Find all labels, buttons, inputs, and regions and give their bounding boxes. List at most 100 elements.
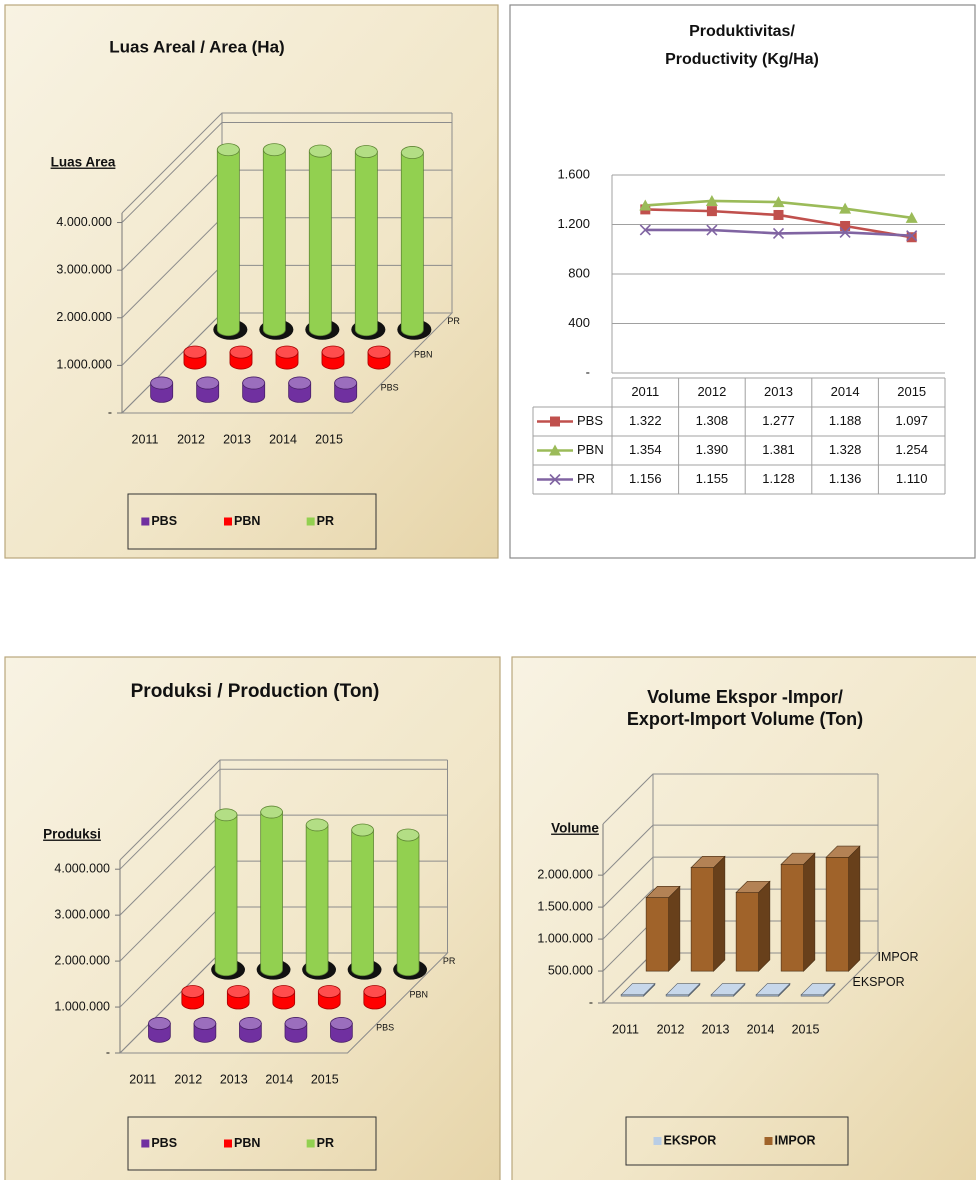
legend-label: PBS [151, 1136, 177, 1150]
bar-top [735, 880, 771, 893]
bar [183, 345, 207, 370]
bar [288, 376, 312, 403]
bar-top [216, 143, 240, 157]
chart-panel [4, 4, 499, 559]
bar [367, 345, 391, 370]
point [773, 209, 784, 220]
bar-top [620, 983, 656, 996]
y-axis-title: Volume [551, 821, 599, 836]
depth-label: EKSPOR [853, 975, 905, 989]
table-value: 1.128 [762, 471, 795, 486]
depth-label: PBN [414, 349, 433, 359]
x-tick-label: 2012 [177, 432, 205, 446]
bar [226, 985, 250, 1010]
depth-label: IMPOR [878, 950, 919, 964]
y-tick-label: 3.000.000 [54, 907, 110, 921]
bar [229, 345, 253, 370]
y-tick-label: 800 [568, 265, 590, 280]
table-value: 1.188 [829, 413, 862, 428]
y-tick-label: - [586, 364, 590, 379]
x-tick-label: 2014 [831, 384, 860, 399]
bar-top [262, 143, 286, 157]
point [705, 194, 718, 206]
y-axis-title: Luas Area [51, 155, 116, 170]
point [839, 202, 852, 214]
y-tick-label: 3.000.000 [56, 262, 112, 276]
y-tick-label: 500.000 [548, 963, 593, 977]
x-tick-label: 2015 [311, 1072, 339, 1086]
bar-top [780, 852, 816, 865]
x-tick-label: 2013 [223, 432, 251, 446]
y-tick-label: 1.200 [557, 216, 590, 231]
bar-top [645, 886, 681, 898]
table-value: 1.155 [696, 471, 729, 486]
x-tick-label: 2011 [612, 1022, 639, 1036]
bar [347, 823, 382, 980]
bar-top [317, 985, 341, 998]
bar [351, 145, 386, 340]
bar [272, 985, 296, 1010]
legend-label: EKSPOR [664, 1133, 717, 1147]
bar [710, 982, 746, 997]
bar-body [354, 151, 378, 337]
x-tick-label: 2013 [764, 384, 793, 399]
legend-swatch [306, 517, 315, 526]
x-tick-label: 2013 [220, 1072, 248, 1086]
bar-top [825, 845, 861, 858]
bar-front [780, 864, 804, 972]
legend-swatch [141, 1139, 150, 1148]
bar-top [351, 823, 374, 837]
depth-label: PBN [410, 989, 429, 999]
bar [275, 345, 299, 370]
bar-top [260, 805, 283, 819]
y-tick-label: 4.000.000 [56, 215, 112, 229]
bar [196, 376, 220, 403]
legend-box [127, 1116, 377, 1171]
legend-label: PBN [234, 1136, 260, 1150]
bar [213, 143, 248, 340]
bar-body [396, 834, 420, 977]
point [905, 211, 918, 223]
bar [148, 1017, 171, 1043]
chart-title: Produksi / Production (Ton) [131, 681, 380, 702]
chart-title: Produktivitas/ [689, 23, 795, 40]
chart-title: Export-Import Volume (Ton) [627, 709, 863, 729]
table-value: 1.097 [895, 413, 928, 428]
x-tick-label: 2014 [265, 1072, 293, 1086]
bar-top [275, 345, 299, 359]
x-tick-label: 2013 [702, 1022, 730, 1036]
y-axis-title: Produksi [43, 827, 101, 842]
bar [755, 982, 791, 997]
legend-marker [549, 444, 561, 456]
chart-title: Luas Areal / Area (Ha) [109, 37, 284, 56]
bar-front [690, 867, 714, 972]
chart-panel [509, 4, 976, 559]
x-tick-label: 2015 [792, 1022, 820, 1036]
bar-top [239, 1017, 262, 1030]
bar-body [400, 152, 424, 337]
bar [780, 852, 816, 972]
legend-swatch [764, 1137, 773, 1145]
table-value: 1.308 [696, 413, 729, 428]
bar-body [214, 814, 238, 977]
point [706, 224, 718, 236]
bar-top [272, 985, 296, 998]
bar-top [305, 818, 329, 832]
bar-body [262, 149, 286, 337]
bar-top [363, 985, 387, 998]
bar-top [181, 985, 205, 998]
table-value: 1.322 [629, 413, 662, 428]
bar [150, 376, 174, 403]
bar [284, 1017, 308, 1043]
bar-top [800, 983, 836, 996]
bar [665, 982, 701, 997]
legend-label: PBN [234, 514, 260, 528]
y-tick-label: - [106, 1045, 110, 1059]
bar [181, 985, 205, 1010]
table-value: 1.156 [629, 471, 662, 486]
legend-label: PBS [151, 514, 177, 528]
legend-swatch [653, 1137, 662, 1145]
x-tick-label: 2012 [174, 1072, 202, 1086]
bar-body [305, 824, 329, 977]
bar-body [351, 829, 374, 977]
